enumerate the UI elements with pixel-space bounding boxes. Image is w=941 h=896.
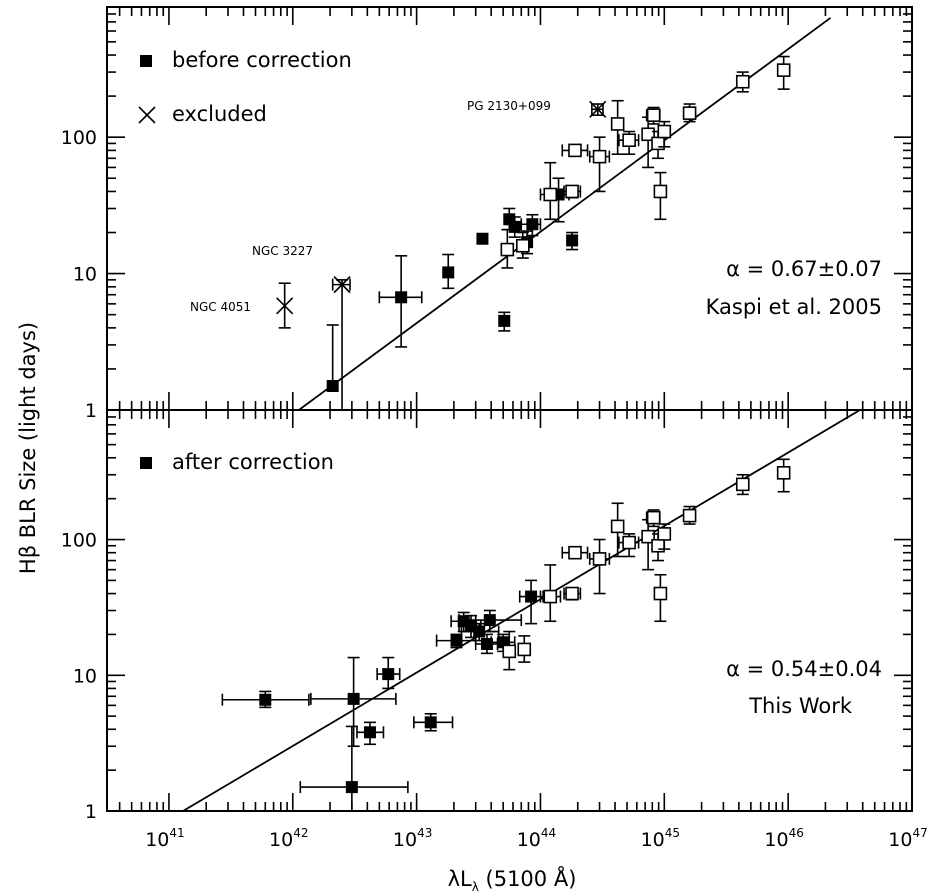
legend-after-correction: after correction (172, 450, 334, 474)
open-square-point (682, 106, 697, 120)
label-ngc-3227: NGC 3227 (252, 244, 313, 258)
x-axis-label-tail: (5100 Å) (479, 865, 577, 891)
x-tick-label: 1041 (145, 826, 184, 851)
filled-square-point (382, 668, 395, 681)
open-square-point (565, 184, 579, 199)
open-square-point (568, 143, 582, 158)
text-labels: Hβ BLR Size (light days) λLλ (5100 Å) be… (16, 48, 882, 894)
filled-square-point (566, 234, 579, 247)
filled-square-point (424, 716, 437, 729)
legend-marker-cross (138, 106, 156, 124)
open-square-point (592, 552, 607, 566)
alpha-annotation-bottom: α = 0.54±0.04 (726, 657, 882, 681)
excluded-cross-point (333, 276, 351, 294)
open-square-point (543, 187, 558, 202)
filled-square-point (326, 379, 339, 392)
label-pg-2130: PG 2130+099 (467, 99, 551, 113)
reference-annotation-bottom: This Work (748, 694, 853, 718)
filled-square-point (476, 232, 489, 245)
open-square-point (500, 242, 515, 257)
legend-before-correction: before correction (172, 48, 352, 72)
x-axis-label: λLλ (5100 Å) (448, 865, 577, 894)
open-square-point (651, 136, 665, 151)
y-tick-label-bottom: 100 (61, 530, 97, 552)
open-square-point (735, 74, 750, 89)
open-square-point (622, 133, 636, 148)
open-square-point (653, 586, 668, 601)
y-tick-label-top: 10 (73, 264, 97, 286)
filled-square-point (480, 637, 493, 650)
filled-square-point (345, 781, 358, 794)
y-tick-label-top: 1 (85, 400, 97, 422)
x-tick-label: 1045 (641, 826, 680, 851)
open-square-point (565, 586, 579, 601)
filled-square-point (525, 590, 538, 603)
open-square-point (622, 535, 636, 550)
legend-marker-filled (140, 457, 152, 469)
filled-square-point (395, 291, 408, 304)
filled-square-point (259, 693, 272, 706)
open-square-point (568, 545, 582, 560)
fit-line-bottom (182, 410, 861, 811)
filled-square-point (473, 625, 486, 638)
y-tick-label-bottom: 10 (73, 665, 97, 687)
open-square-point (682, 508, 697, 523)
x-tick-label: 1044 (517, 826, 556, 851)
open-square-point (646, 510, 661, 525)
open-square-point (646, 108, 661, 122)
open-square-point (657, 124, 672, 139)
x-axis-label-main: λL (448, 867, 472, 891)
open-square-point (515, 238, 530, 253)
points-top (276, 55, 791, 410)
open-square-point (776, 63, 791, 77)
open-square-point (610, 519, 625, 534)
excluded-cross-point (276, 297, 294, 315)
filled-square-point (363, 726, 376, 739)
excluded-cross-point (589, 100, 607, 118)
open-square-point (592, 149, 607, 164)
fit-line-top (298, 17, 832, 410)
x-tick-label: 1042 (269, 826, 308, 851)
open-square-point (610, 117, 625, 131)
open-square-point (735, 477, 750, 492)
x-tick-label: 1046 (764, 826, 803, 851)
filled-square-point (442, 266, 455, 279)
label-ngc-4051: NGC 4051 (190, 300, 251, 314)
open-square-point (653, 184, 668, 199)
open-square-point (657, 527, 672, 541)
filled-square-point (508, 220, 521, 233)
axis-ticks: 1 10 100 1 10 100 1041 1042 1043 1044 1045 1046 1047 (61, 6, 928, 851)
points-bottom (221, 458, 791, 811)
y-tick-label-bottom: 1 (85, 801, 97, 823)
legend-excluded: excluded (172, 102, 267, 126)
x-tick-label: 1047 (888, 826, 927, 851)
x-axis-label-sub: λ (472, 880, 479, 894)
x-tick-label: 1043 (393, 826, 432, 851)
y-tick-label-top: 100 (61, 127, 97, 149)
reference-annotation-top: Kaspi et al. 2005 (706, 295, 882, 319)
filled-square-point (526, 218, 539, 231)
filled-square-point (450, 634, 463, 647)
filled-square-point (347, 692, 360, 705)
data-points (138, 55, 791, 811)
open-square-point (641, 127, 655, 142)
open-square-point (776, 466, 791, 480)
alpha-annotation-top: α = 0.67±0.07 (726, 257, 882, 281)
y-axis-label: Hβ BLR Size (light days) (16, 322, 40, 574)
open-square-point (651, 538, 665, 553)
filled-square-point (483, 614, 496, 627)
open-square-point (517, 642, 532, 657)
open-square-point (641, 529, 655, 544)
open-square-point (543, 589, 558, 604)
legend-marker-filled (140, 55, 152, 67)
open-square-point (502, 644, 517, 659)
filled-square-point (498, 314, 511, 327)
